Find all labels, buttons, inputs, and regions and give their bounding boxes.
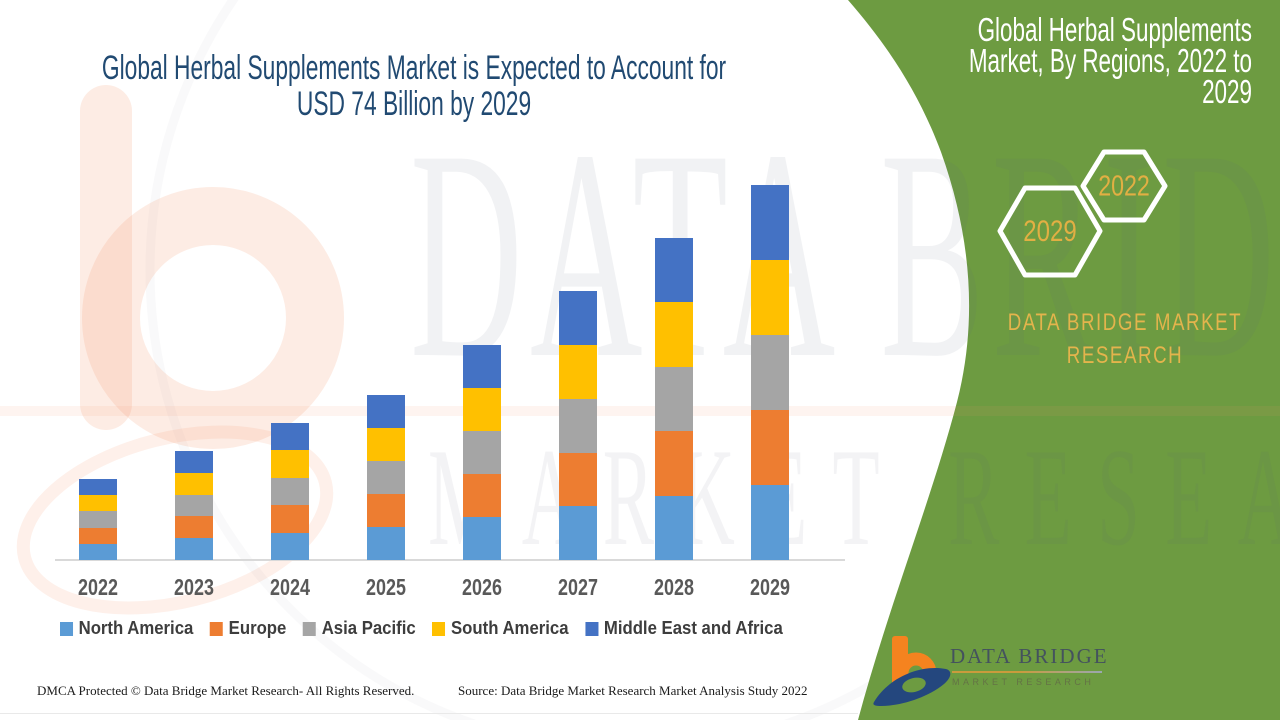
bar-segment-south-america [559, 345, 597, 399]
legend-label-middle-east-and-africa: Middle East and Africa [603, 618, 783, 638]
legend-swatch-south-america [432, 621, 446, 636]
bar-segment-middle-east-and-africa [463, 344, 501, 388]
bar-segment-asia-pacific [175, 494, 213, 517]
bar-segment-asia-pacific [463, 430, 501, 474]
bar-segment-north-america [367, 527, 405, 560]
bar-segment-europe [271, 505, 309, 533]
hexagon-2029 [997, 185, 1103, 278]
dmca-text: DMCA Protected © Data Bridge Market Rese… [37, 683, 415, 698]
hexagon-badges [997, 149, 1168, 278]
x-axis-label-2029: 2029 [750, 574, 790, 600]
legend-item-south-america: South America [432, 618, 569, 639]
bar-segment-middle-east-and-africa [175, 450, 213, 473]
bar-segment-south-america [367, 428, 405, 462]
x-axis-label-2024: 2024 [270, 574, 310, 600]
logo-subtitle: MARKET RESEARCH [952, 677, 1095, 687]
x-axis-label-2026: 2026 [462, 574, 502, 600]
chart-title-line1: Global Herbal Supplements Market is Expe… [101, 49, 727, 87]
legend-item-north-america: North America [60, 618, 193, 639]
legend-item-asia-pacific: Asia Pacific [303, 618, 416, 639]
bar-segment-asia-pacific [559, 398, 597, 453]
bar-segment-north-america [751, 484, 789, 560]
dbmr-logo-icon [873, 636, 951, 706]
legend-label-south-america: South America [451, 618, 569, 638]
logo-wordmark: DATA BRIDGE [950, 644, 1109, 668]
bar-segment-middle-east-and-africa [655, 238, 693, 303]
legend-swatch-europe [210, 621, 224, 636]
legend-label-asia-pacific: Asia Pacific [321, 618, 416, 638]
x-axis-label-2022: 2022 [78, 574, 118, 600]
bar-segment-south-america [271, 450, 309, 478]
chart-title: Global Herbal Supplements Market is Expe… [76, 50, 753, 122]
bar-segment-north-america [559, 506, 597, 560]
legend-swatch-asia-pacific [303, 621, 317, 636]
bar-segment-middle-east-and-africa [751, 184, 789, 260]
bar-segment-north-america [463, 516, 501, 560]
bar-segment-asia-pacific [79, 511, 117, 528]
legend-item-middle-east-and-africa: Middle East and Africa [585, 618, 783, 639]
chart-title-line2: USD 74 Billion by 2029 [296, 85, 532, 123]
legend-swatch-middle-east-and-africa [585, 621, 599, 636]
bar-segment-asia-pacific [655, 366, 693, 432]
bar-segment-asia-pacific [367, 461, 405, 495]
bar-segment-europe [751, 409, 789, 485]
hexagon-2022 [1080, 149, 1168, 223]
brand-text: DATA BRIDGE MARKET RESEARCH [1007, 309, 1243, 369]
x-axis-label-2025: 2025 [366, 574, 406, 600]
hexagon-2022-label: 2022 [1098, 170, 1150, 203]
bar-segment-europe [79, 527, 117, 544]
bar-segment-middle-east-and-africa [79, 478, 117, 496]
bottom-divider [0, 713, 858, 714]
bar-segment-europe [559, 452, 597, 507]
bar-segment-north-america [271, 532, 309, 560]
bar-segment-north-america [79, 543, 117, 560]
legend-item-europe: Europe [210, 618, 286, 639]
bar-segment-south-america [655, 302, 693, 367]
legend-label-north-america: North America [78, 618, 194, 638]
bar-segment-europe [463, 473, 501, 517]
legend-label-europe: Europe [228, 618, 287, 638]
x-axis-label-2027: 2027 [558, 574, 598, 600]
bar-segment-middle-east-and-africa [271, 423, 309, 451]
chart-legend: North America Europe Asia Pacific South Ame… [60, 618, 783, 639]
x-axis-label-2023: 2023 [174, 574, 214, 600]
watermark-band [0, 406, 1280, 416]
bar-segment-north-america [175, 538, 213, 560]
bar-segment-south-america [751, 259, 789, 335]
bar-segment-europe [655, 431, 693, 496]
x-axis-label-2028: 2028 [654, 574, 694, 600]
bar-segment-south-america [463, 387, 501, 431]
bar-segment-europe [175, 516, 213, 539]
bar-segment-north-america [655, 495, 693, 560]
bar-segment-europe [367, 494, 405, 528]
side-panel-title: Global Herbal Supplements Market, By Reg… [968, 11, 1252, 110]
bar-segment-asia-pacific [751, 334, 789, 410]
logo-rule [952, 671, 1102, 673]
hexagon-2029-label: 2029 [1023, 215, 1077, 248]
legend-swatch-north-america [60, 621, 74, 636]
bar-segment-middle-east-and-africa [367, 395, 405, 429]
source-text: Source: Data Bridge Market Research Mark… [458, 683, 808, 698]
bar-segment-south-america [79, 495, 117, 512]
bar-segment-asia-pacific [271, 477, 309, 506]
bar-segment-south-america [175, 472, 213, 495]
x-axis-line [55, 559, 845, 561]
bar-segment-middle-east-and-africa [559, 291, 597, 346]
plot-area: 2022 2023 2024 2025 2026 2027 2028 2029 [55, 184, 845, 600]
